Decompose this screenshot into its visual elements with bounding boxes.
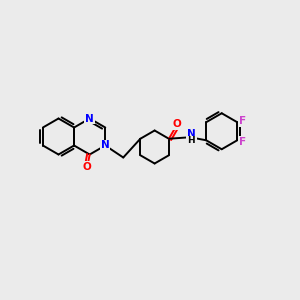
Text: N: N [101,140,110,151]
Text: O: O [83,162,92,172]
Text: O: O [173,119,182,130]
Text: F: F [239,116,246,126]
Text: N: N [85,113,94,124]
Text: F: F [239,137,246,147]
Text: H: H [188,136,195,146]
Text: N: N [187,129,196,139]
